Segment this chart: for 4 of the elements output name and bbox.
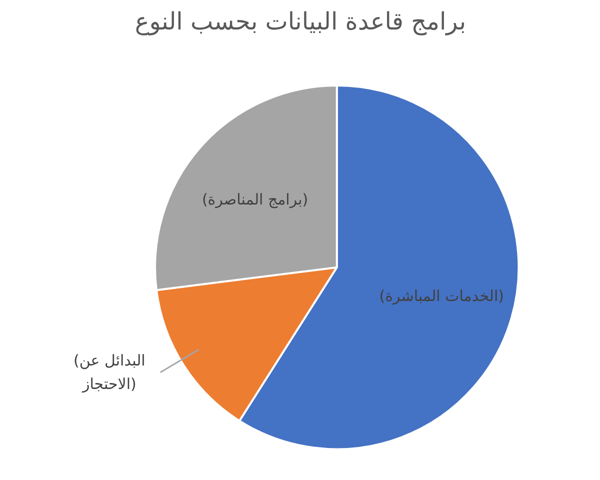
slice-label: (الخدمات المباشرة): [379, 286, 504, 305]
slice-label: (البدائل عن الاحتجاز): [74, 352, 146, 394]
slice-label: (برامج المناصرة): [202, 190, 308, 209]
chart-title: برامج قاعدة البيانات بحسب النوع: [134, 8, 466, 36]
